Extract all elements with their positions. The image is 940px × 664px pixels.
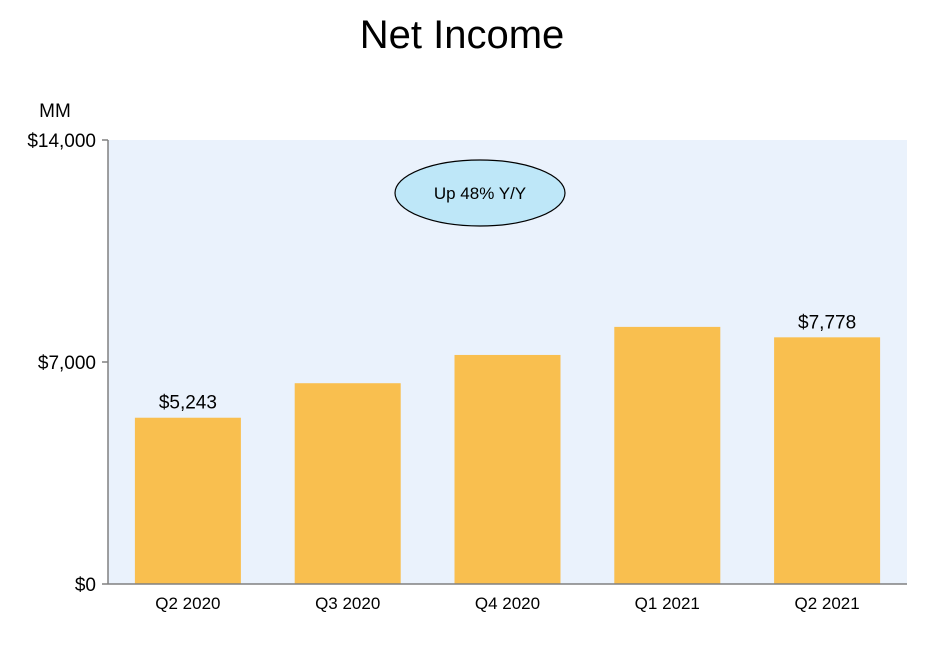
annotation-text: Up 48% Y/Y	[434, 184, 526, 203]
data-labels: $5,243 $7,778	[159, 312, 856, 413]
unit-label: MM	[39, 101, 71, 122]
bar	[134, 417, 241, 584]
data-label: $7,778	[798, 312, 856, 333]
bar	[454, 354, 561, 584]
bars	[134, 326, 881, 584]
x-axis: Q2 2020 Q3 2020 Q4 2020 Q1 2021 Q2 2021	[155, 594, 859, 613]
x-tick-label: Q2 2020	[155, 594, 220, 613]
data-label: $5,243	[159, 393, 217, 414]
x-tick-label: Q3 2020	[315, 594, 380, 613]
annotation-callout: Up 48% Y/Y	[394, 159, 566, 227]
x-tick-label: Q4 2020	[475, 594, 540, 613]
bar	[774, 337, 881, 584]
y-tick-label: $7,000	[38, 353, 96, 374]
bar	[614, 326, 721, 584]
y-axis: $0 $7,000 $14,000	[27, 131, 108, 596]
y-tick-label: $0	[75, 575, 96, 596]
x-tick-label: Q1 2021	[635, 594, 700, 613]
chart-title: Net Income	[360, 13, 565, 57]
annotation-ellipse	[394, 159, 566, 227]
bar	[294, 383, 401, 584]
x-tick-label: Q2 2021	[794, 594, 859, 613]
y-tick-label: $14,000	[27, 131, 96, 152]
